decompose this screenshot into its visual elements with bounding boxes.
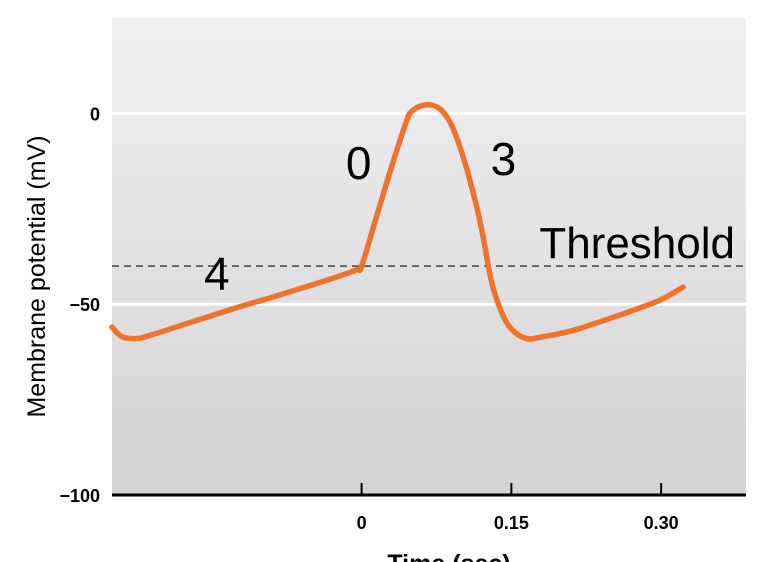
y-tick-label-1: −50 <box>69 295 100 315</box>
y-axis-title: Membrane potential (mV) <box>23 135 51 417</box>
y-tick-label-0: 0 <box>90 104 100 124</box>
x-axis-ticks: 0 0.15 0.30 <box>357 483 679 533</box>
phase-labels: 4 0 3 <box>204 133 516 299</box>
gridlines <box>112 111 746 306</box>
x-tick-label-0: 0 <box>357 513 367 533</box>
membrane-potential-line <box>109 101 686 342</box>
x-axis-title: Time (sec) <box>387 550 510 562</box>
phase-label-4: 4 <box>204 248 230 300</box>
plot-background <box>112 18 746 495</box>
y-tick-label-2: −100 <box>59 486 100 506</box>
phase-label-3: 3 <box>491 133 517 185</box>
x-tick-label-2: 0.30 <box>644 513 679 533</box>
phase-label-0: 0 <box>346 137 372 189</box>
threshold-label: Threshold <box>539 219 735 268</box>
y-axis-ticks: 0 −50 −100 <box>59 104 100 506</box>
x-tick-label-1: 0.15 <box>494 513 529 533</box>
